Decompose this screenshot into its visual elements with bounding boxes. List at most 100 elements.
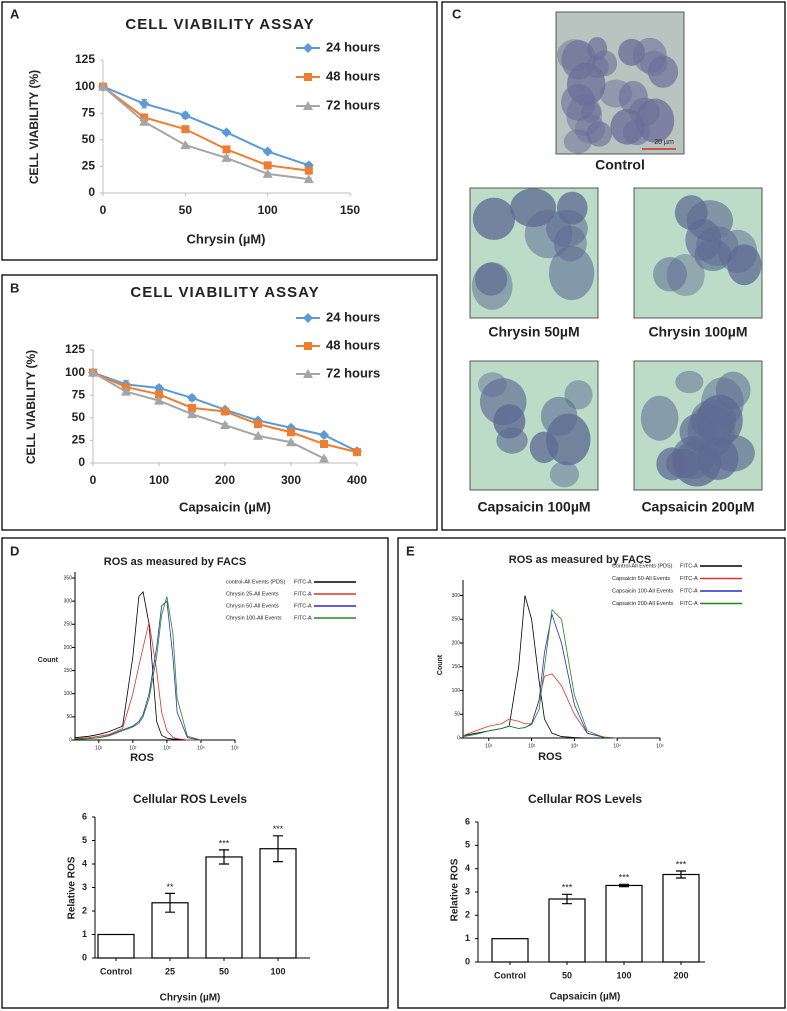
series-line <box>74 621 201 741</box>
x-tick-label: 100 <box>616 970 631 980</box>
y-tick-label: 150 <box>452 664 461 670</box>
bar <box>205 856 243 959</box>
y-tick-label: 100 <box>452 688 461 694</box>
series-line <box>102 85 309 172</box>
x-tick-label: 25 <box>165 966 175 976</box>
y-tick-label: 0 <box>465 956 470 966</box>
y-tick-label: 4 <box>465 863 470 873</box>
x-tick-label: 50 <box>562 970 572 980</box>
y-axis-label: CELL VIABILITY (%) <box>27 70 41 184</box>
chart: ROS as measured by FACS ROS Count 0 50 100 150… <box>38 556 356 764</box>
y-tick-label: 3 <box>82 882 87 892</box>
marker <box>253 430 263 440</box>
y-tick-label: 6 <box>465 816 470 826</box>
y-tick-label: 50 <box>72 410 86 424</box>
marker <box>221 152 232 162</box>
y-tick-label: 100 <box>64 691 73 697</box>
series-line <box>74 591 201 741</box>
y-tick-label: 75 <box>82 105 96 119</box>
cell <box>647 55 679 88</box>
y-tick-label: 2 <box>82 905 87 915</box>
cell <box>472 197 516 240</box>
marker <box>222 145 231 154</box>
series-line <box>462 608 618 739</box>
y-tick-label: 0 <box>88 185 95 199</box>
marker <box>180 110 191 121</box>
error-bar <box>273 835 283 863</box>
marker <box>262 146 273 157</box>
panel-a-frame <box>1 1 438 261</box>
x-axis-label: Chrysin (µM) <box>187 231 266 246</box>
cell <box>549 461 579 488</box>
x-tick-label: 10¹ <box>485 743 493 749</box>
x-tick-label: 0 <box>100 203 107 217</box>
chart-title: Cellular ROS Levels <box>528 792 642 806</box>
cell <box>715 371 751 409</box>
chart-title: ROS as measured by FACS <box>104 556 246 568</box>
error-bar <box>619 883 629 888</box>
x-tick-label: 150 <box>340 203 360 217</box>
y-tick-label: 50 <box>454 712 460 718</box>
panel-b-frame <box>1 274 438 531</box>
x-tick-label: 100 <box>149 473 169 487</box>
y-tick-label: 250 <box>452 617 461 623</box>
micrograph-label: Chrysin 100µM <box>648 324 747 340</box>
marker <box>254 420 262 429</box>
panel-letter: D <box>10 543 19 558</box>
x-tick-label: 10³ <box>571 743 579 749</box>
legend-label: 72 hours <box>326 97 380 112</box>
marker <box>262 168 273 178</box>
chart: CELL VIABILITY ASSAY Capsaicin (µM) CELL V… <box>24 284 380 514</box>
marker <box>319 453 329 463</box>
cell <box>640 395 679 441</box>
x-tick-label: 10⁴ <box>197 745 205 751</box>
y-tick-label: 300 <box>64 598 73 604</box>
cell <box>496 427 528 454</box>
marker <box>220 420 230 430</box>
legend-label: 24 hours <box>326 309 380 324</box>
micrograph-label: Capsaicin 200µM <box>641 499 754 515</box>
cell <box>618 38 645 66</box>
bar <box>662 873 700 963</box>
legend-label: control-All Events (PDS) <box>226 579 285 585</box>
series-line <box>102 85 310 167</box>
y-tick-label: 0 <box>457 735 460 741</box>
marker <box>155 390 163 399</box>
series-line <box>92 371 325 460</box>
y-tick-label: 6 <box>82 811 87 821</box>
y-tick-label: 3 <box>465 886 470 896</box>
y-tick-label: 2 <box>465 910 470 920</box>
marker <box>303 369 313 378</box>
y-tick-label: 4 <box>82 858 87 868</box>
series-line <box>462 595 618 739</box>
legend-suffix: FITC-A <box>294 579 312 585</box>
significance: *** <box>273 824 284 834</box>
bar <box>97 933 135 959</box>
marker <box>303 101 313 110</box>
panel-letter: A <box>10 6 20 21</box>
x-tick-label: 100 <box>270 966 285 976</box>
y-tick-label: 75 <box>72 387 86 401</box>
chart: CELL VIABILITY ASSAY Chrysin (µM) CELL VIA… <box>27 16 380 246</box>
cell <box>710 434 755 472</box>
significance: ** <box>166 882 174 892</box>
bar <box>259 848 297 959</box>
chart: Cellular ROS Levels Chrysin (µM) Relative … <box>67 792 310 1004</box>
marker <box>188 403 196 412</box>
cell <box>690 399 737 441</box>
x-tick-label: Control <box>494 970 526 980</box>
marker <box>320 440 328 449</box>
micrograph-label: Chrysin 50µM <box>488 324 579 340</box>
marker <box>304 73 312 81</box>
x-axis-label: ROS <box>538 751 562 763</box>
x-tick-label: 200 <box>215 473 235 487</box>
y-tick-label: 150 <box>64 668 73 674</box>
cell <box>694 239 732 272</box>
cell <box>653 257 688 292</box>
bar <box>605 884 643 963</box>
significance: *** <box>562 883 573 893</box>
legend-suffix: FITC-A <box>294 615 312 621</box>
scale-bar-label: 20 µm <box>654 139 674 146</box>
marker <box>303 174 314 184</box>
cell <box>563 129 592 154</box>
